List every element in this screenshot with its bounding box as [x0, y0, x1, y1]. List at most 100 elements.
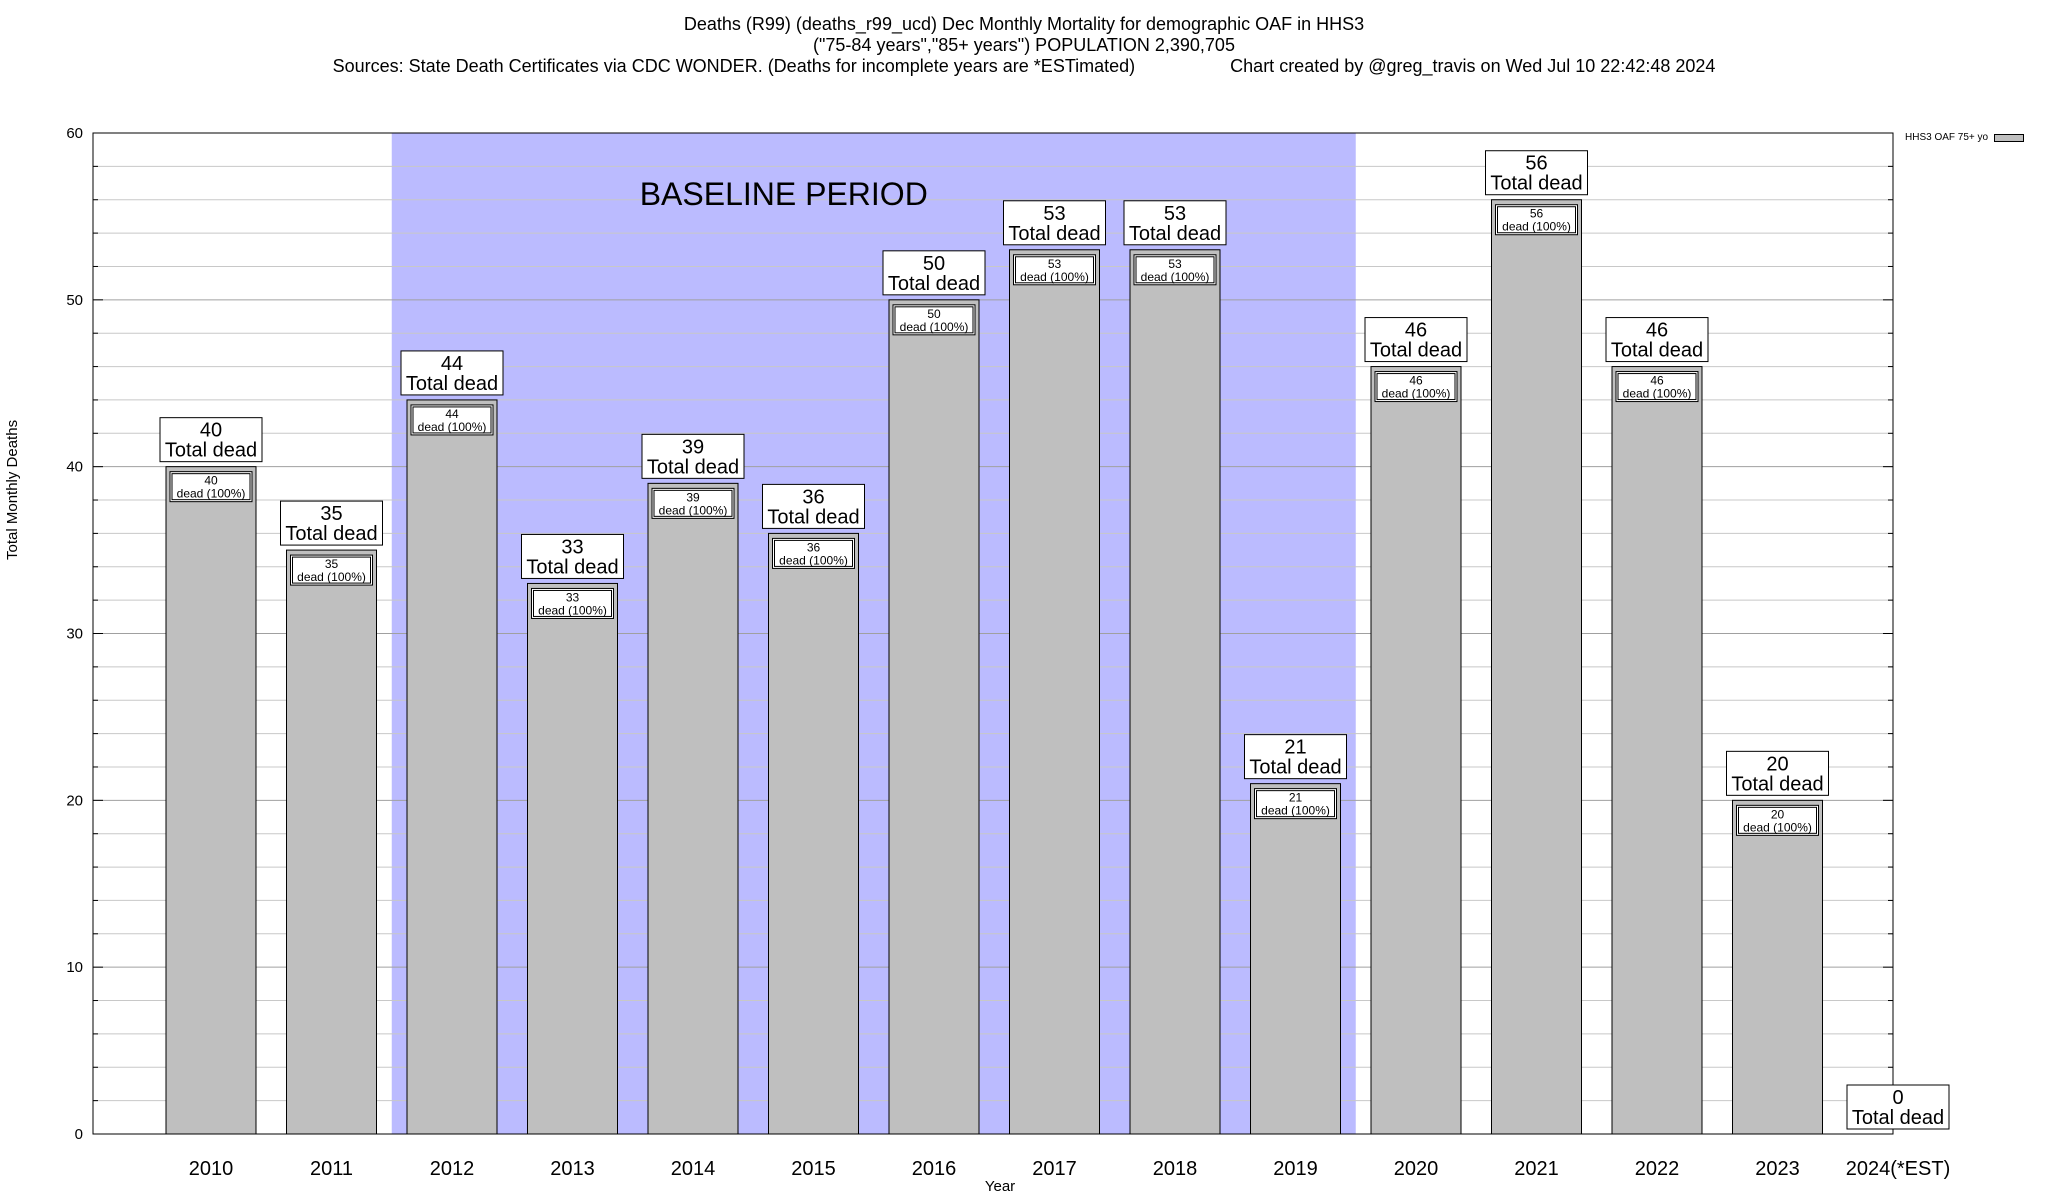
inner-label-text: dead (100%) — [1382, 387, 1451, 401]
inner-label-text: dead (100%) — [1502, 220, 1571, 234]
x-tick-label: 2016 — [912, 1158, 957, 1180]
plot-frame — [92, 132, 1894, 1135]
y-tick-label: 60 — [66, 125, 83, 142]
legend-label: HHS3 OAF 75+ yo — [1905, 132, 1989, 143]
inner-label-box — [1133, 254, 1217, 286]
inner-label-box — [651, 487, 735, 519]
x-tick-label: 2013 — [550, 1158, 595, 1180]
total-label-value: 46 — [1646, 320, 1668, 342]
sources-line: Sources: State Death Certificates via CD… — [0, 56, 2048, 77]
total-label-box — [882, 250, 986, 296]
x-tick-label: 2021 — [1514, 1158, 1559, 1180]
x-axis-label: Year — [984, 1178, 1016, 1195]
total-label-box — [762, 483, 865, 529]
bar — [165, 466, 257, 1135]
inner-label-text: dead (100%) — [297, 570, 366, 584]
inner-label-box — [1736, 804, 1819, 836]
inner-label-box-inner — [1617, 373, 1697, 401]
total-label-text: Total dead — [767, 506, 859, 528]
inner-label-box-inner — [412, 406, 492, 434]
inner-label-text: dead (100%) — [538, 603, 607, 617]
inner-label-box — [410, 404, 494, 436]
total-label-box — [641, 433, 745, 479]
bar — [1129, 249, 1221, 1135]
inner-label-text: dead (100%) — [659, 503, 728, 517]
y-tick-label: 40 — [66, 459, 83, 476]
inner-label-text: dead (100%) — [418, 420, 487, 434]
total-label-box — [1244, 734, 1347, 780]
inner-label-box-inner — [774, 539, 853, 567]
baseline-label: BASELINE PERIOD — [640, 176, 928, 212]
x-tick-label: 2023 — [1755, 1158, 1800, 1180]
total-label-box — [1605, 317, 1709, 363]
total-label-text: Total dead — [1611, 340, 1703, 362]
total-label-box — [521, 533, 624, 579]
total-label-box — [1485, 150, 1588, 196]
total-label-box — [1364, 317, 1468, 363]
total-label-box — [400, 350, 504, 396]
inner-label-box-inner — [171, 473, 251, 501]
total-label-value: 39 — [682, 436, 704, 458]
x-tick-label: 2015 — [791, 1158, 836, 1180]
bar — [1491, 199, 1582, 1135]
inner-label-box-inner — [1256, 790, 1335, 818]
x-tick-label: 2012 — [430, 1158, 475, 1180]
inner-label-text: dead (100%) — [1743, 820, 1812, 834]
total-label-text: Total dead — [1129, 223, 1221, 245]
x-tick-label: 2022 — [1635, 1158, 1680, 1180]
chart-subtitle: ("75-84 years","85+ years") POPULATION 2… — [813, 35, 1235, 55]
total-label-box — [1726, 750, 1829, 796]
inner-label-value: 46 — [1650, 374, 1664, 388]
total-label-value: 36 — [802, 486, 824, 508]
total-label-value: 0 — [1892, 1087, 1903, 1109]
bar — [1250, 783, 1341, 1135]
bar — [1611, 366, 1703, 1135]
inner-label-box-inner — [1135, 256, 1215, 284]
inner-label-box — [1495, 204, 1578, 236]
total-label-box — [280, 500, 383, 546]
inner-label-text: dead (100%) — [1623, 387, 1692, 401]
chart-header: Deaths (R99) (deaths_r99_ucd) Dec Monthl… — [0, 14, 2048, 77]
total-label-text: Total dead — [1249, 757, 1341, 779]
inner-label-value: 56 — [1530, 207, 1544, 221]
total-label-text: Total dead — [1370, 340, 1462, 362]
legend: HHS3 OAF 75+ yo — [1905, 132, 2025, 143]
inner-label-box-inner — [1738, 806, 1817, 834]
inner-label-text: dead (100%) — [779, 553, 848, 567]
x-tick-label: 2024(*EST) — [1846, 1158, 1951, 1180]
total-label-text: Total dead — [647, 456, 739, 478]
bar — [768, 532, 859, 1135]
legend-swatch — [1994, 133, 2025, 142]
total-label-text: Total dead — [888, 273, 980, 295]
inner-label-value: 33 — [566, 590, 580, 604]
inner-label-value: 44 — [445, 407, 459, 421]
total-label-value: 53 — [1043, 203, 1065, 225]
total-label-text: Total dead — [1490, 173, 1582, 195]
inner-label-value: 35 — [325, 557, 339, 571]
inner-label-value: 39 — [686, 490, 700, 504]
total-label-value: 56 — [1525, 153, 1547, 175]
bar — [647, 482, 739, 1135]
inner-label-box — [1615, 371, 1699, 403]
inner-label-text: dead (100%) — [177, 487, 246, 501]
inner-label-box — [531, 587, 614, 619]
inner-label-text: dead (100%) — [1141, 270, 1210, 284]
total-label-value: 53 — [1164, 203, 1186, 225]
inner-label-box — [1254, 788, 1337, 820]
x-tick-label: 2018 — [1153, 1158, 1198, 1180]
x-tick-label: 2020 — [1394, 1158, 1439, 1180]
inner-label-value: 36 — [807, 540, 821, 554]
inner-label-box — [290, 554, 373, 586]
total-label-value: 20 — [1766, 753, 1788, 775]
bar — [527, 582, 618, 1135]
inner-label-box-inner — [1015, 256, 1094, 284]
inner-label-box-inner — [1376, 373, 1456, 401]
inner-label-box-inner — [653, 489, 733, 517]
total-label-value: 40 — [200, 420, 222, 442]
inner-label-box-inner — [1497, 206, 1576, 234]
x-tick-label: 2019 — [1273, 1158, 1318, 1180]
total-label-value: 44 — [441, 353, 463, 375]
inner-label-text: dead (100%) — [1261, 804, 1330, 818]
y-tick-label: 10 — [66, 959, 83, 976]
